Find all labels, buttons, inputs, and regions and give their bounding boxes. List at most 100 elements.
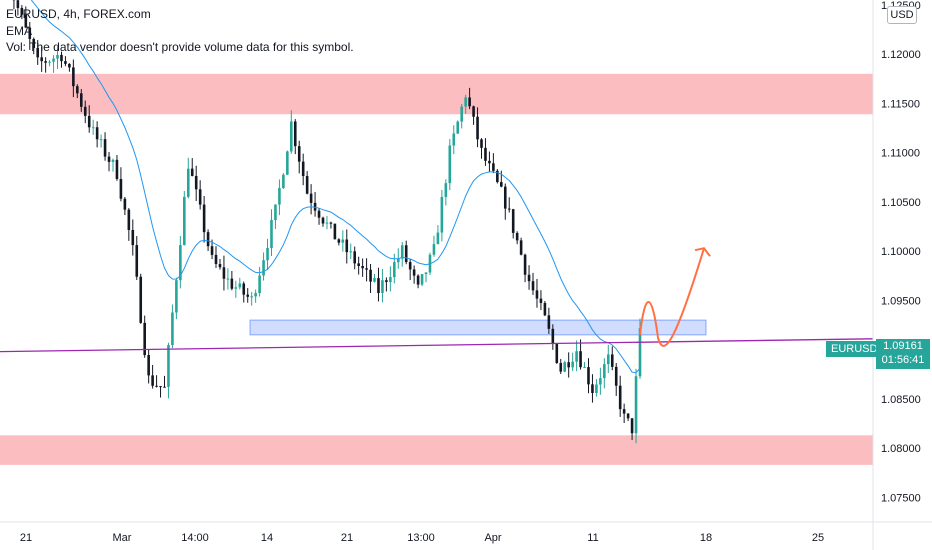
candle-body <box>432 244 436 255</box>
candle-body <box>258 275 261 294</box>
candle-body <box>131 229 135 246</box>
last-price-tag: 1.09161 01:56:41 <box>876 339 930 369</box>
volume-notice: Vol: The data vendor doesn't provide vol… <box>6 40 354 54</box>
candle-body <box>357 263 360 267</box>
x-tick-label: 14 <box>261 532 273 544</box>
candle-body <box>159 386 162 388</box>
x-tick-label: 11 <box>587 532 598 544</box>
y-tick-label: 1.10500 <box>881 197 921 209</box>
candle-body <box>198 189 202 205</box>
candle-body <box>468 97 471 107</box>
candle-body <box>305 176 309 194</box>
y-tick-label: 1.12500 <box>881 0 921 12</box>
candle-body <box>523 254 527 275</box>
candle-body <box>555 344 559 363</box>
last-price-value: 1.09161 <box>883 340 923 352</box>
bar-countdown: 01:56:41 <box>881 354 925 366</box>
candle-body <box>226 278 230 280</box>
projection-arrowhead <box>694 247 711 257</box>
candle-body <box>246 294 250 297</box>
candle-body <box>83 106 87 116</box>
y-tick-label: 1.11500 <box>881 98 920 110</box>
candle-body <box>48 61 51 63</box>
candle-body <box>377 278 380 294</box>
candle-body <box>76 86 79 94</box>
candle-body <box>254 293 257 297</box>
candle-body <box>238 283 242 288</box>
candle-body <box>143 322 146 356</box>
candle-body <box>32 38 36 49</box>
candle-body <box>610 354 614 367</box>
candle-body <box>242 283 246 295</box>
candle-body <box>24 14 28 28</box>
candle-body <box>186 168 190 197</box>
candle-body <box>190 168 194 176</box>
candle-body <box>571 361 574 368</box>
candle-body <box>622 409 626 414</box>
candle-body <box>214 254 218 265</box>
candle-body <box>496 170 499 183</box>
candle-body <box>119 179 123 199</box>
candle-body <box>278 188 281 205</box>
candle-body <box>416 275 420 285</box>
candle-body <box>210 246 214 255</box>
candle-body <box>547 315 551 329</box>
candle-body <box>381 280 384 294</box>
x-tick-label: 14:00 <box>181 532 209 544</box>
candle-body <box>262 260 265 276</box>
candle-body <box>476 116 479 140</box>
candle-body <box>325 222 329 224</box>
candle-body <box>36 48 39 58</box>
candle-body <box>595 384 598 393</box>
candle-body <box>634 376 638 434</box>
candle-body <box>103 139 107 157</box>
candle-body <box>511 209 515 233</box>
ema-indicator-label[interactable]: EMA <box>6 24 33 38</box>
candle-body <box>460 106 463 122</box>
candle-body <box>575 351 578 362</box>
symbol-price-label: EURUSD <box>826 341 883 357</box>
candle-body <box>16 0 20 8</box>
candle-body <box>599 378 602 385</box>
candle-body <box>369 269 372 282</box>
candle-body <box>515 232 519 241</box>
candle-body <box>630 418 634 434</box>
candle-body <box>274 204 277 220</box>
candle-body <box>333 223 337 240</box>
candle-body <box>179 245 182 281</box>
currency-badge[interactable]: USD <box>887 6 917 24</box>
candle-body <box>341 239 345 243</box>
candle-body <box>337 239 341 243</box>
candle-body <box>579 351 582 368</box>
candle-body <box>270 219 273 248</box>
candle-body <box>52 58 55 62</box>
candle-body <box>373 278 376 282</box>
candle-body <box>488 160 491 164</box>
candle-body <box>183 196 186 246</box>
candle-body <box>206 232 210 247</box>
candle-body <box>163 386 166 388</box>
candle-body <box>638 328 642 377</box>
candle-body <box>87 115 91 128</box>
trendline <box>0 338 874 353</box>
candle-body <box>365 268 368 270</box>
x-tick-label: 18 <box>700 532 712 544</box>
candle-body <box>500 182 503 187</box>
candle-body <box>535 290 539 299</box>
candle-body <box>626 413 630 419</box>
candle-body <box>559 362 563 372</box>
candle-body <box>464 97 467 107</box>
symbol-title[interactable]: EURUSD, 4h, FOREX.com <box>6 7 151 21</box>
candle-body <box>68 63 71 68</box>
candle-body <box>147 355 150 376</box>
candle-body <box>349 251 353 253</box>
candle-body <box>91 127 95 129</box>
y-tick-label: 1.12000 <box>881 49 921 61</box>
candle-body <box>539 298 543 303</box>
candle-body <box>361 266 364 269</box>
y-tick-label: 1.08500 <box>881 394 921 406</box>
candle-body <box>72 67 75 87</box>
candle-body <box>301 161 305 177</box>
candle-body <box>99 139 103 141</box>
